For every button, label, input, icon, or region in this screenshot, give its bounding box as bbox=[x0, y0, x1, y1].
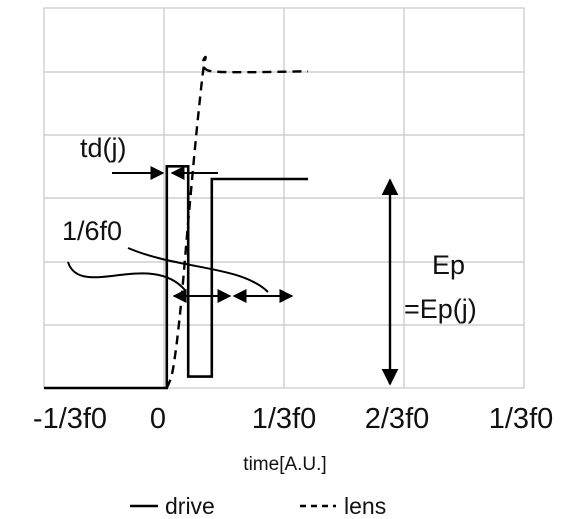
sixth-leader-2 bbox=[127, 247, 269, 293]
x-tick-label-third: 1/3f0 bbox=[252, 403, 317, 435]
sixth-leader-1 bbox=[67, 261, 186, 291]
x-tick-label-two-thirds: 2/3f0 bbox=[365, 403, 430, 435]
drive-series-line bbox=[44, 165, 308, 390]
sixth-period-annotation: 1/6f0 bbox=[62, 216, 294, 303]
legend: drive lens bbox=[130, 493, 386, 519]
epj-label: =Ep(j) bbox=[404, 294, 477, 324]
td-label: td(j) bbox=[80, 133, 127, 163]
x-tick-label-end: 1/3f0 bbox=[489, 403, 554, 435]
x-tick-label-zero: 0 bbox=[150, 403, 166, 435]
legend-drive-label: drive bbox=[165, 493, 215, 519]
plot-grid bbox=[43, 7, 525, 389]
ep-annotation: Ep =Ep(j) bbox=[381, 178, 477, 386]
x-tick-labels: -1/3f0 0 1/3f0 2/3f0 1/3f0 bbox=[33, 403, 553, 435]
x-tick-label-neg-third: -1/3f0 bbox=[33, 403, 107, 435]
td-annotation: td(j) bbox=[80, 133, 218, 180]
x-axis-label: time[A.U.] bbox=[243, 454, 326, 475]
sixth-label: 1/6f0 bbox=[62, 216, 122, 246]
ep-label: Ep bbox=[432, 250, 465, 280]
legend-lens-label: lens bbox=[344, 493, 386, 519]
